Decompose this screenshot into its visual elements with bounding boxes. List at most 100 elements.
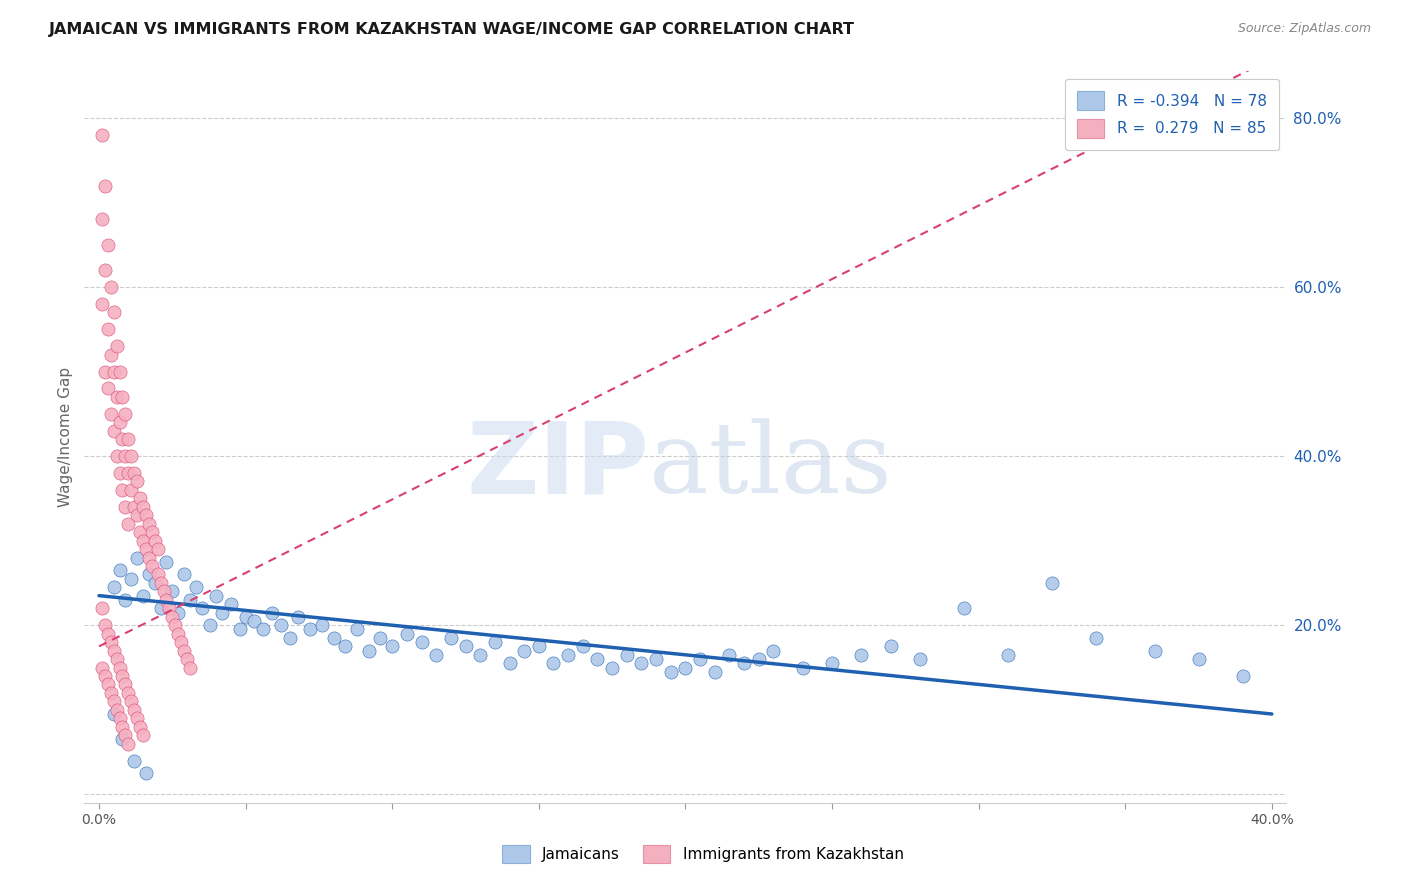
Point: [132, 500, 155, 514]
Point: [152, 584, 174, 599]
Point: [616, 648, 638, 662]
Point: [675, 660, 697, 674]
Point: [299, 623, 322, 637]
Point: [179, 660, 201, 674]
Point: [114, 500, 136, 514]
Point: [543, 657, 565, 671]
Point: [114, 592, 136, 607]
Point: [91, 601, 114, 615]
Point: [103, 694, 125, 708]
Point: [120, 572, 142, 586]
Point: [103, 643, 125, 657]
Point: [572, 640, 595, 654]
Point: [129, 525, 152, 540]
Point: [94, 263, 117, 277]
Point: [454, 640, 477, 654]
Point: [200, 618, 222, 632]
Point: [176, 652, 198, 666]
Point: [908, 652, 931, 666]
Point: [100, 407, 122, 421]
Point: [229, 623, 252, 637]
Point: [122, 754, 145, 768]
Point: [111, 720, 134, 734]
Point: [127, 711, 149, 725]
Point: [1232, 669, 1254, 683]
Point: [108, 466, 131, 480]
Point: [157, 601, 180, 615]
Point: [645, 652, 668, 666]
Point: [122, 703, 145, 717]
Point: [108, 365, 131, 379]
Point: [132, 728, 155, 742]
Point: [411, 635, 433, 649]
Point: [135, 766, 157, 780]
Point: [97, 677, 120, 691]
Point: [120, 694, 142, 708]
Point: [557, 648, 579, 662]
Point: [114, 407, 136, 421]
Point: [103, 365, 125, 379]
Point: [146, 542, 169, 557]
Point: [120, 449, 142, 463]
Point: [103, 424, 125, 438]
Point: [132, 533, 155, 548]
Point: [1143, 643, 1166, 657]
Point: [335, 640, 357, 654]
Point: [135, 542, 157, 557]
Point: [322, 631, 344, 645]
Point: [879, 640, 901, 654]
Point: [91, 212, 114, 227]
Point: [100, 635, 122, 649]
Point: [103, 305, 125, 319]
Point: [132, 589, 155, 603]
Point: [114, 449, 136, 463]
Point: [792, 660, 814, 674]
Point: [260, 606, 283, 620]
Point: [586, 652, 609, 666]
Point: [1187, 652, 1209, 666]
Point: [243, 614, 266, 628]
Y-axis label: Wage/Income Gap: Wage/Income Gap: [58, 367, 73, 508]
Point: [149, 576, 172, 591]
Point: [108, 711, 131, 725]
Point: [141, 525, 163, 540]
Point: [127, 550, 149, 565]
Point: [211, 606, 233, 620]
Point: [111, 669, 134, 683]
Point: [105, 390, 128, 404]
Point: [173, 567, 195, 582]
Point: [105, 449, 128, 463]
Point: [235, 609, 257, 624]
Point: [659, 665, 682, 679]
Point: [184, 580, 207, 594]
Point: [953, 601, 976, 615]
Point: [111, 732, 134, 747]
Point: [91, 660, 114, 674]
Point: [1084, 631, 1107, 645]
Point: [381, 640, 404, 654]
Point: [821, 657, 844, 671]
Point: [103, 580, 125, 594]
Point: [851, 648, 873, 662]
Point: [105, 703, 128, 717]
Point: [167, 606, 190, 620]
Point: [97, 381, 120, 395]
Point: [425, 648, 447, 662]
Point: [997, 648, 1019, 662]
Point: [219, 597, 242, 611]
Point: [162, 584, 184, 599]
Point: [111, 390, 134, 404]
Point: [270, 618, 292, 632]
Point: [100, 280, 122, 294]
Point: [498, 657, 520, 671]
Point: [357, 643, 380, 657]
Point: [105, 652, 128, 666]
Point: [170, 635, 193, 649]
Point: [167, 626, 190, 640]
Point: [97, 322, 120, 336]
Point: [311, 618, 333, 632]
Point: [287, 609, 309, 624]
Text: JAMAICAN VS IMMIGRANTS FROM KAZAKHSTAN WAGE/INCOME GAP CORRELATION CHART: JAMAICAN VS IMMIGRANTS FROM KAZAKHSTAN W…: [49, 22, 855, 37]
Point: [146, 567, 169, 582]
Point: [120, 483, 142, 497]
